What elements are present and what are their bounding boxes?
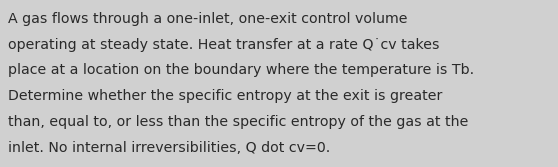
Text: place at a location on the boundary where the temperature is Tb.: place at a location on the boundary wher… (8, 63, 474, 77)
Text: A gas flows through a one-inlet, one-exit control volume: A gas flows through a one-inlet, one-exi… (8, 12, 408, 26)
Text: Determine whether the specific entropy at the exit is greater: Determine whether the specific entropy a… (8, 89, 442, 103)
Text: inlet. No internal irreversibilities, Q dot cv=0.: inlet. No internal irreversibilities, Q … (8, 141, 331, 155)
Text: operating at steady state. Heat transfer at a rate Q˙cv takes: operating at steady state. Heat transfer… (8, 38, 440, 52)
Text: than, equal to, or less than the specific entropy of the gas at the: than, equal to, or less than the specifi… (8, 115, 469, 129)
